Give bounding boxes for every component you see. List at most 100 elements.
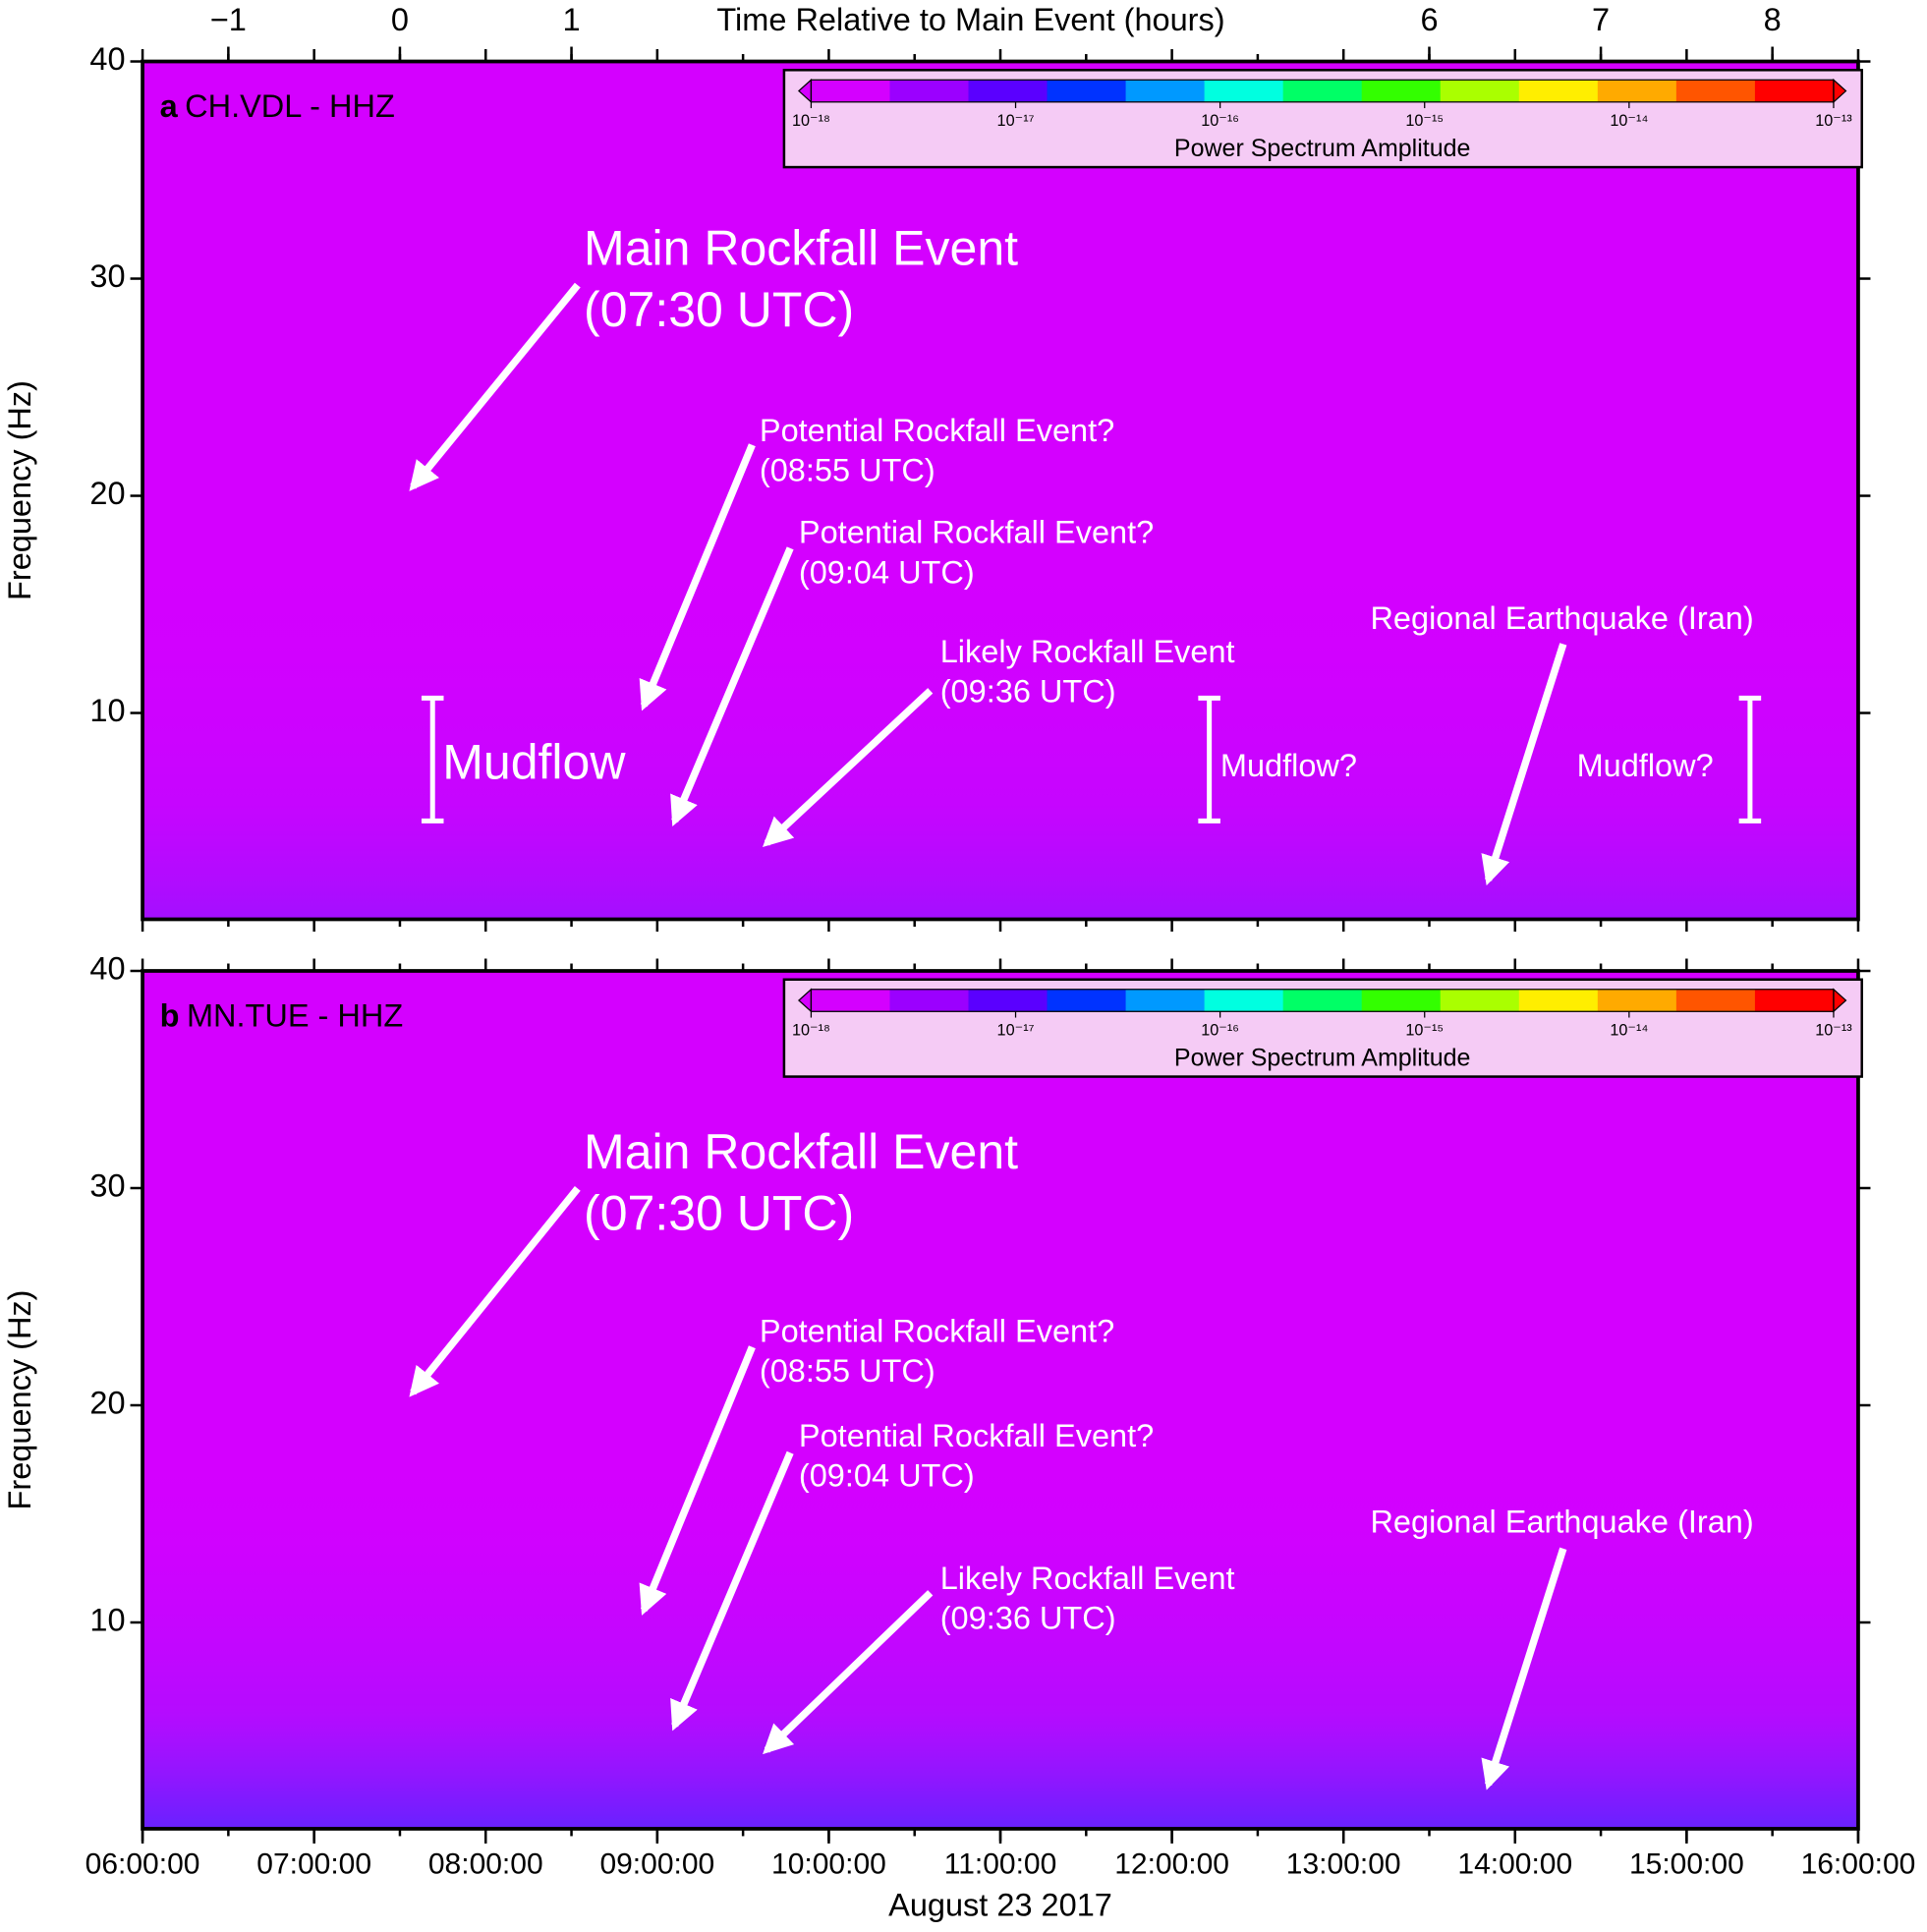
noise-band xyxy=(142,1443,1858,1829)
colorbar-tick-label: 10⁻¹⁶ xyxy=(1201,112,1239,130)
colorbar-segment xyxy=(1047,80,1127,102)
x-tick-label: 09:00:00 xyxy=(599,1847,714,1880)
colorbar-segment xyxy=(1047,989,1127,1012)
x-tick-label: 07:00:00 xyxy=(256,1847,371,1880)
colorbar-segment xyxy=(1282,989,1363,1012)
colorbar-segment xyxy=(1754,989,1835,1012)
annotation: Potential Rockfall Event? xyxy=(760,1314,1114,1349)
y-tick-label: 20 xyxy=(89,1386,125,1421)
annotation: (09:04 UTC) xyxy=(799,554,975,590)
x-tick-label: 08:00:00 xyxy=(428,1847,543,1880)
annotation: (07:30 UTC) xyxy=(584,282,854,337)
annotation: Regional Earthquake (Iran) xyxy=(1370,1504,1753,1539)
annotation: Regional Earthquake (Iran) xyxy=(1370,600,1753,636)
x-tick-label: 15:00:00 xyxy=(1629,1847,1744,1880)
colorbar-segment xyxy=(1518,989,1599,1012)
colorbar-tick-label: 10⁻¹⁷ xyxy=(997,112,1035,130)
annotation: Main Rockfall Event xyxy=(584,221,1018,276)
colorbar-tick-label: 10⁻¹⁸ xyxy=(792,1022,830,1040)
x-tick-label: 06:00:00 xyxy=(85,1847,200,1880)
colorbar-outline xyxy=(810,989,1835,1012)
colorbar-tick-label: 10⁻¹⁶ xyxy=(1201,1022,1239,1040)
colorbar-outline xyxy=(810,79,1835,103)
annotation-bracket xyxy=(421,695,444,824)
annotation: Potential Rockfall Event? xyxy=(799,1418,1154,1453)
annotation-arrow xyxy=(670,546,794,826)
colorbar-segment xyxy=(811,989,891,1012)
x-axis-label: August 23 2017 xyxy=(888,1888,1112,1923)
colorbar-segment xyxy=(889,80,970,102)
colorbar-tick-label: 10⁻¹⁵ xyxy=(1405,112,1444,130)
annotation-arrow xyxy=(409,1186,581,1397)
y-tick-label: 10 xyxy=(89,1603,125,1638)
x-tick-label: 11:00:00 xyxy=(944,1847,1057,1880)
y-tick-label: 10 xyxy=(89,693,125,728)
annotation: (09:04 UTC) xyxy=(799,1457,975,1493)
x2-tick-label: −1 xyxy=(210,2,247,37)
annotation-bracket xyxy=(1198,695,1220,824)
colorbar-segment xyxy=(1518,80,1599,102)
colorbar-segment xyxy=(1361,989,1442,1012)
station-name: MN.TUE - HHZ xyxy=(187,997,403,1033)
annotation-arrow xyxy=(763,1590,934,1755)
annotation: Mudflow xyxy=(442,734,626,789)
colorbar-segment xyxy=(1597,989,1677,1012)
colorbar-segment xyxy=(1125,989,1206,1012)
annotation: (09:36 UTC) xyxy=(940,1601,1116,1636)
panel-title: a CH.VDL - HHZ xyxy=(160,88,395,124)
colorbar-tick-label: 10⁻¹⁴ xyxy=(1610,1022,1648,1040)
annotation: (08:55 UTC) xyxy=(760,452,935,487)
colorbar-tick-label: 10⁻¹⁷ xyxy=(997,1022,1035,1040)
x2-tick-label: 8 xyxy=(1764,2,1782,37)
annotation-arrow xyxy=(1481,1547,1567,1790)
colorbar-segment xyxy=(1675,989,1756,1012)
colorbar-segment xyxy=(1440,989,1520,1012)
y-tick-label: 30 xyxy=(89,1168,125,1204)
annotation-arrow xyxy=(763,688,934,848)
colorbar-segment xyxy=(968,989,1049,1012)
colorbar-tick-label: 10⁻¹³ xyxy=(1815,1022,1852,1040)
noise-band xyxy=(142,533,1858,920)
colorbar-segment xyxy=(1675,80,1756,102)
annotation: Likely Rockfall Event xyxy=(940,1561,1235,1596)
annotation: (07:30 UTC) xyxy=(584,1185,854,1240)
x2-axis-label: Time Relative to Main Event (hours) xyxy=(716,2,1224,37)
annotation-arrow xyxy=(1481,643,1567,886)
colorbar-segment xyxy=(1204,989,1284,1012)
annotation: Main Rockfall Event xyxy=(584,1124,1018,1179)
x-tick-label: 12:00:00 xyxy=(1114,1847,1229,1880)
station-name: CH.VDL - HHZ xyxy=(185,88,395,124)
colorbar-segment xyxy=(968,80,1049,102)
panel-label: a xyxy=(160,88,179,124)
y-axis-label: Frequency (Hz) xyxy=(2,380,37,600)
x2-tick-label: 0 xyxy=(391,2,409,37)
x-tick-label: 13:00:00 xyxy=(1286,1847,1401,1880)
colorbar-segment xyxy=(1282,80,1363,102)
colorbar-tick-label: 10⁻¹⁴ xyxy=(1610,112,1648,130)
colorbar-segment xyxy=(1125,80,1206,102)
x-tick-label: 10:00:00 xyxy=(771,1847,886,1880)
y-tick-label: 30 xyxy=(89,258,125,294)
annotation-bracket xyxy=(1738,695,1762,824)
colorbar-tick-label: 10⁻¹³ xyxy=(1815,112,1852,130)
y-tick-label: 40 xyxy=(89,41,125,77)
annotation: Likely Rockfall Event xyxy=(940,634,1235,669)
colorbar-segment xyxy=(1597,80,1677,102)
x2-tick-label: 7 xyxy=(1592,2,1610,37)
colorbar-label: Power Spectrum Amplitude xyxy=(1174,1045,1471,1072)
x2-tick-label: 6 xyxy=(1420,2,1438,37)
colorbar-tick-label: 10⁻¹⁵ xyxy=(1405,1022,1444,1040)
annotation: (08:55 UTC) xyxy=(760,1353,935,1389)
x-tick-label: 16:00:00 xyxy=(1801,1847,1916,1880)
colorbar-label: Power Spectrum Amplitude xyxy=(1174,135,1471,162)
colorbar-segment xyxy=(1204,80,1284,102)
y-tick-label: 40 xyxy=(89,951,125,987)
annotation: Potential Rockfall Event? xyxy=(760,413,1114,448)
annotation: Potential Rockfall Event? xyxy=(799,515,1154,550)
annotation-arrow xyxy=(409,282,581,491)
colorbar-segment xyxy=(811,80,891,102)
colorbar-segment xyxy=(1361,80,1442,102)
colorbar-tick-label: 10⁻¹⁸ xyxy=(792,112,830,130)
